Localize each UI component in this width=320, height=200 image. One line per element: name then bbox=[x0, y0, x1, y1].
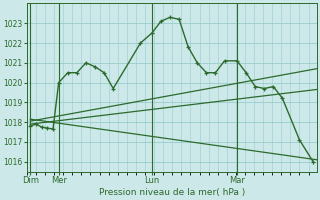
X-axis label: Pression niveau de la mer( hPa ): Pression niveau de la mer( hPa ) bbox=[99, 188, 245, 197]
